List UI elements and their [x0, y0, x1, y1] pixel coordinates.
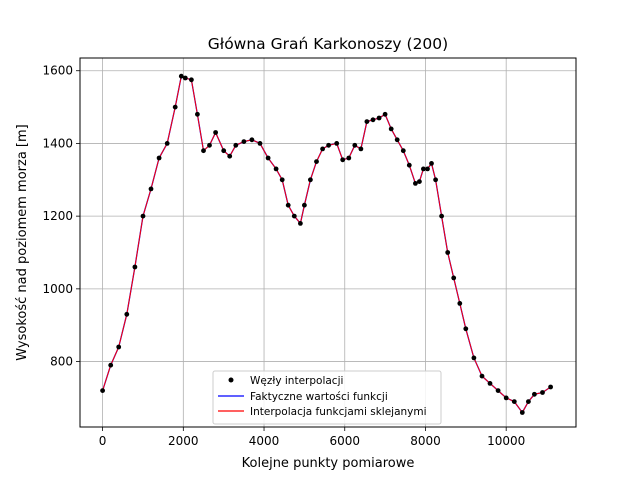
interpolation-node [487, 381, 493, 386]
x-tick-label: 10000 [487, 434, 525, 448]
x-tick-label: 4000 [249, 434, 280, 448]
interpolation-node [257, 141, 263, 146]
interpolation-node [326, 142, 331, 148]
x-axis-label: Kolejne punkty pomiarowe [242, 456, 415, 471]
interpolation-node [108, 362, 114, 368]
interpolation-node [425, 166, 430, 172]
interpolation-node [302, 202, 307, 208]
interpolation-node [382, 111, 388, 117]
interpolation-node [433, 177, 438, 183]
interpolation-node [429, 161, 434, 166]
plot-frame [79, 57, 577, 428]
interpolation-node [463, 326, 469, 332]
interpolation-node [358, 146, 364, 152]
interpolation-node [265, 155, 271, 161]
interpolation-node [249, 137, 255, 143]
interpolation-node [340, 157, 346, 163]
interpolation-node [413, 181, 418, 186]
y-tick-label: 1400 [42, 136, 73, 150]
interpolation-node [195, 111, 200, 117]
interpolation-node [352, 142, 358, 148]
interpolation-node [526, 399, 531, 404]
interpolation-node [156, 155, 162, 161]
x-tick-label: 6000 [329, 434, 360, 448]
interpolation-node [178, 73, 184, 79]
interpolation-node [298, 221, 303, 226]
interpolation-node [116, 344, 122, 350]
interpolation-node [308, 177, 313, 183]
interpolation-node [291, 213, 297, 219]
interpolation-node [532, 391, 537, 397]
interpolation-node [221, 148, 227, 154]
interpolation-node [417, 179, 422, 185]
interpolation-node [495, 388, 501, 393]
interpolation-node [314, 159, 319, 165]
interpolation-node [189, 77, 194, 83]
x-tick-label: 2000 [168, 434, 199, 448]
interpolation-node [241, 139, 247, 145]
legend-marker-nodes [228, 377, 234, 383]
interpolation-node [471, 355, 477, 361]
chart-title: Główna Grań Karkonoszy (200) [208, 35, 448, 53]
interpolation-node [233, 142, 239, 148]
y-axis-label: Wysokość nad poziomem morza [m] [15, 124, 30, 360]
legend-label-nodes: Węzły interpolacji [250, 375, 343, 387]
interpolation-node [132, 264, 138, 270]
legend-label-actual: Faktyczne wartości funkcji [250, 391, 388, 403]
interpolation-node [400, 148, 406, 154]
interpolation-node [388, 126, 394, 132]
interpolation-node [172, 104, 178, 110]
interpolation-node [370, 117, 376, 123]
interpolation-node [439, 213, 444, 219]
y-tick-label: 1200 [42, 209, 73, 223]
interpolation-node [451, 275, 457, 281]
legend-frame [212, 370, 442, 425]
interpolation-node [140, 213, 146, 219]
interpolation-node [164, 141, 170, 146]
interpolation-node [100, 388, 105, 393]
interpolation-node [540, 390, 545, 395]
interpolation-node [334, 141, 340, 146]
interpolation-node [201, 148, 206, 154]
interpolation-node [445, 250, 451, 255]
interpolation-node [279, 177, 285, 183]
interpolation-node [346, 155, 352, 161]
interpolation-node [207, 142, 212, 148]
legend-label-interpolation: Interpolacja funkcjami sklejanymi [250, 406, 427, 418]
x-tick-label: 8000 [410, 434, 441, 448]
interpolation-node [285, 202, 291, 208]
legend: Węzły interpolacji Faktyczne wartości fu… [212, 370, 442, 425]
interpolation-node [273, 166, 279, 172]
interpolation-node [364, 119, 370, 124]
interpolation-node [227, 153, 233, 159]
interpolation-node [511, 399, 517, 404]
y-tick-label: 1000 [42, 282, 73, 296]
interpolation-node [519, 410, 525, 415]
interpolation-node [479, 373, 485, 379]
interpolation-node [394, 137, 400, 143]
interpolation-node [548, 384, 553, 390]
ticks: 0 2000 4000 6000 8000 10000 800 1000 1200 1400 160… [42, 64, 525, 448]
interpolation-node [320, 146, 325, 152]
y-tick-label: 800 [50, 355, 73, 369]
interpolation-node [148, 186, 154, 192]
interpolation-node [421, 166, 426, 172]
interpolation-node [457, 301, 463, 306]
interpolation-node [406, 162, 412, 168]
x-tick-label: 0 [99, 434, 107, 448]
interpolation-node [213, 130, 219, 135]
interpolation-node [182, 75, 188, 81]
interpolation-node [124, 311, 130, 317]
interpolation-node [376, 115, 382, 121]
series-layer [100, 73, 553, 415]
interpolation-node [503, 395, 509, 401]
y-tick-label: 1600 [42, 64, 73, 78]
